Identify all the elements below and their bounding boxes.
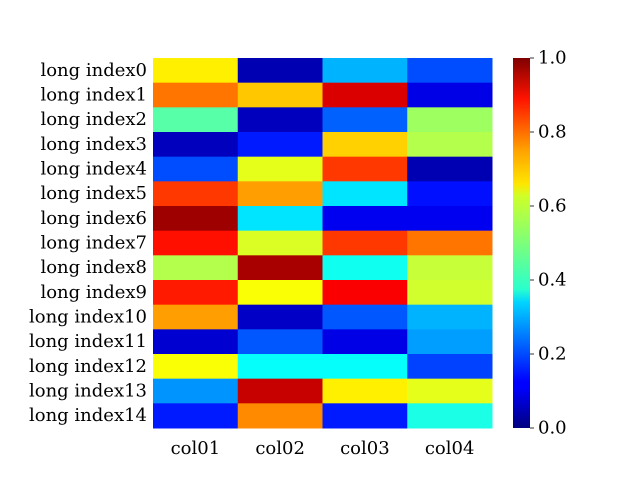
colorbar-tick-label: 0.8 [538, 122, 567, 143]
heatmap-cell [153, 354, 239, 380]
heatmap-cell [407, 132, 493, 158]
heatmap-cell [407, 304, 493, 330]
row-tick-label: long index11 [29, 331, 147, 352]
colorbar-tick-label: 1.0 [538, 48, 567, 69]
colorbar-tick-label: 0.0 [538, 418, 567, 439]
heatmap-cell [322, 58, 408, 84]
heatmap-cell [407, 206, 493, 232]
heatmap-cell [237, 403, 323, 429]
heatmap-cell [153, 280, 239, 306]
heatmap-cell [322, 329, 408, 355]
heatmap-cell [322, 255, 408, 281]
heatmap-cell [153, 181, 239, 207]
heatmap-cell [407, 58, 493, 84]
column-tick-label: col02 [255, 438, 305, 459]
heatmap-cell [322, 206, 408, 232]
heatmap-cell [237, 58, 323, 84]
heatmap-cell [153, 378, 239, 404]
row-tick-label: long index7 [40, 233, 147, 254]
heatmap-cell [153, 255, 239, 281]
heatmap-cell [322, 156, 408, 182]
row-tick-label: long index13 [29, 381, 147, 402]
row-tick-label: long index8 [40, 257, 147, 278]
colorbar-gradient [513, 58, 530, 428]
heatmap-cell [153, 107, 239, 133]
row-tick-label: long index9 [40, 282, 147, 303]
heatmap-cell [322, 378, 408, 404]
heatmap-cell [153, 58, 239, 84]
column-tick-label: col04 [425, 438, 475, 459]
heatmap-cell [407, 329, 493, 355]
heatmap-cell [322, 230, 408, 256]
heatmap-cell [153, 230, 239, 256]
heatmap-cell [407, 354, 493, 380]
heatmap-cell [407, 255, 493, 281]
heatmap-cell [237, 378, 323, 404]
heatmap-cell [237, 132, 323, 158]
colorbar-tick-label: 0.4 [538, 270, 567, 291]
row-tick-label: long index5 [40, 183, 147, 204]
row-tick-label: long index12 [29, 356, 147, 377]
row-tick-label: long index14 [29, 405, 147, 426]
heatmap-cell [407, 403, 493, 429]
heatmap-cell [407, 181, 493, 207]
row-labels: long index0 long index1 long index2 long in… [29, 60, 147, 426]
heatmap-cell [322, 403, 408, 429]
heatmap-cell [153, 206, 239, 232]
heatmap-cell [237, 230, 323, 256]
column-tick-label: col03 [340, 438, 390, 459]
heatmap-cell [407, 230, 493, 256]
heatmap-cell [407, 107, 493, 133]
colorbar-ticks: 0.0 0.2 0.4 0.6 0.8 1.0 [530, 48, 567, 439]
heatmap-cell [237, 280, 323, 306]
heatmap-cell [237, 329, 323, 355]
heatmap-cell [237, 206, 323, 232]
heatmap-cell [322, 354, 408, 380]
heatmap-cell [237, 82, 323, 108]
heatmap-cell [322, 132, 408, 158]
row-tick-label: long index1 [40, 85, 147, 106]
row-tick-label: long index2 [40, 109, 147, 130]
heatmap-cell [153, 403, 239, 429]
heatmap-cell [322, 82, 408, 108]
row-tick-label: long index0 [40, 60, 147, 81]
heatmap-cell [237, 181, 323, 207]
column-labels: col01 col02 col03 col04 [171, 438, 475, 459]
colorbar [513, 58, 530, 428]
heatmap-cell [322, 107, 408, 133]
heatmap-cell [237, 107, 323, 133]
heatmap-cell [407, 82, 493, 108]
heatmap-cells [153, 58, 493, 429]
heatmap-cell [237, 156, 323, 182]
heatmap-cell [153, 329, 239, 355]
heatmap-cell [407, 378, 493, 404]
heatmap-cell [237, 255, 323, 281]
row-tick-label: long index6 [40, 208, 147, 229]
heatmap-cell [237, 354, 323, 380]
heatmap-cell [153, 82, 239, 108]
heatmap-cell [322, 304, 408, 330]
heatmap-cell [153, 156, 239, 182]
row-tick-label: long index3 [40, 134, 147, 155]
heatmap-cell [407, 280, 493, 306]
row-tick-label: long index4 [40, 159, 147, 180]
colorbar-tick-label: 0.2 [538, 344, 567, 365]
heatmap-cell [153, 304, 239, 330]
heatmap-cell [407, 156, 493, 182]
colorbar-tick-label: 0.6 [538, 196, 567, 217]
row-tick-label: long index10 [29, 307, 147, 328]
heatmap-cell [322, 280, 408, 306]
column-tick-label: col01 [171, 438, 221, 459]
heatmap-cell [153, 132, 239, 158]
heatmap-cell [237, 304, 323, 330]
heatmap-cell [322, 181, 408, 207]
